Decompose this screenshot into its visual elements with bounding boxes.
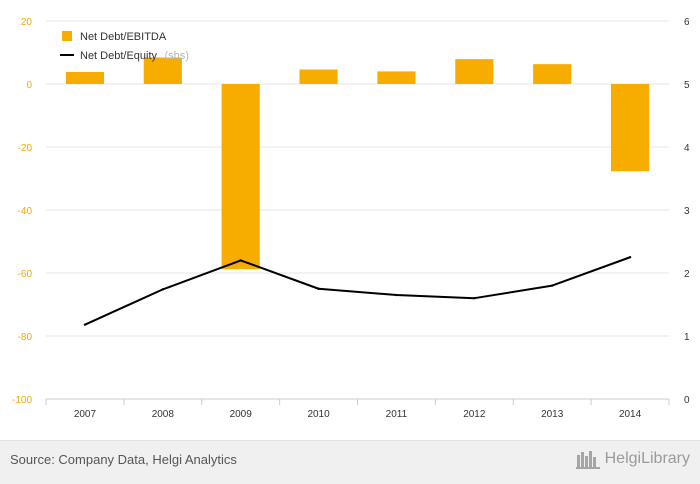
line-point [628,256,632,259]
right-axis-ticks: 6 5 4 3 2 1 0 [684,17,690,406]
bar [299,69,338,84]
x-tick-label: 2012 [463,409,486,420]
legend-label-line-name: Net Debt/Equity [80,50,158,62]
x-tick-label: 2014 [619,409,642,420]
bar [221,84,260,270]
x-tick-label: 2011 [386,409,408,420]
y-left-tick-label: 0 [26,80,32,91]
bar [143,57,182,84]
legend-swatch-bar [62,31,72,41]
left-axis-ticks: 20 0 -20 -40 -60 -80 -100 [12,17,32,406]
y-right-tick-label: 4 [684,143,690,154]
line-point [395,293,398,297]
footer: Source: Company Data, Helgi Analytics He… [0,440,700,484]
brand-logo: HelgiLibrary [575,449,690,469]
y-left-tick-label: -100 [12,395,32,406]
line-point [161,288,165,291]
x-tick-label: 2009 [230,409,253,420]
line-point [473,297,476,300]
brand-text: HelgiLibrary [604,450,690,467]
y-right-tick-label: 3 [684,206,690,217]
y-left-tick-label: -60 [18,269,33,280]
legend-label-line: Net Debt/Equity (shs) [80,46,189,63]
line-point [83,323,87,326]
legend: Net Debt/EBITDA Net Debt/Equity (shs) [60,31,189,63]
source-text: Source: Company Data, Helgi Analytics [10,452,237,467]
axes [45,398,670,405]
x-tick-label: 2007 [74,409,97,420]
chart: 20 0 -20 -40 -60 -80 -100 6 5 4 3 2 1 0 2007 2008 2009… [12,17,690,420]
legend-label-line-suffix: (shs) [165,50,189,62]
x-tick-label: 2013 [541,409,564,420]
y-left-tick-label: 20 [21,17,33,28]
bar-series [65,57,650,270]
bar [455,59,494,84]
y-left-tick-label: -80 [18,332,33,343]
series-line [84,256,631,326]
line-point [317,287,320,290]
line-point [550,284,554,287]
y-left-tick-label: -20 [18,143,33,154]
y-right-tick-label: 2 [684,269,690,280]
bar [65,72,105,84]
legend-label-bar: Net Debt/EBITDA [80,31,167,43]
library-icon [575,451,600,469]
y-right-tick-label: 6 [684,17,690,28]
x-axis-ticks: 2007 2008 2009 2010 2011 2012 2013 2014 [74,409,642,420]
y-right-tick-label: 5 [684,80,690,91]
y-right-tick-label: 1 [684,332,690,343]
gridlines [46,20,669,400]
y-left-tick-label: -40 [18,206,33,217]
bar [377,71,416,84]
y-right-tick-label: 0 [684,395,690,406]
bar [533,64,572,84]
x-tick-label: 2008 [152,409,175,420]
line-series [83,256,632,326]
x-tick-label: 2010 [307,409,330,420]
bar [610,84,650,172]
line-point [239,259,242,262]
